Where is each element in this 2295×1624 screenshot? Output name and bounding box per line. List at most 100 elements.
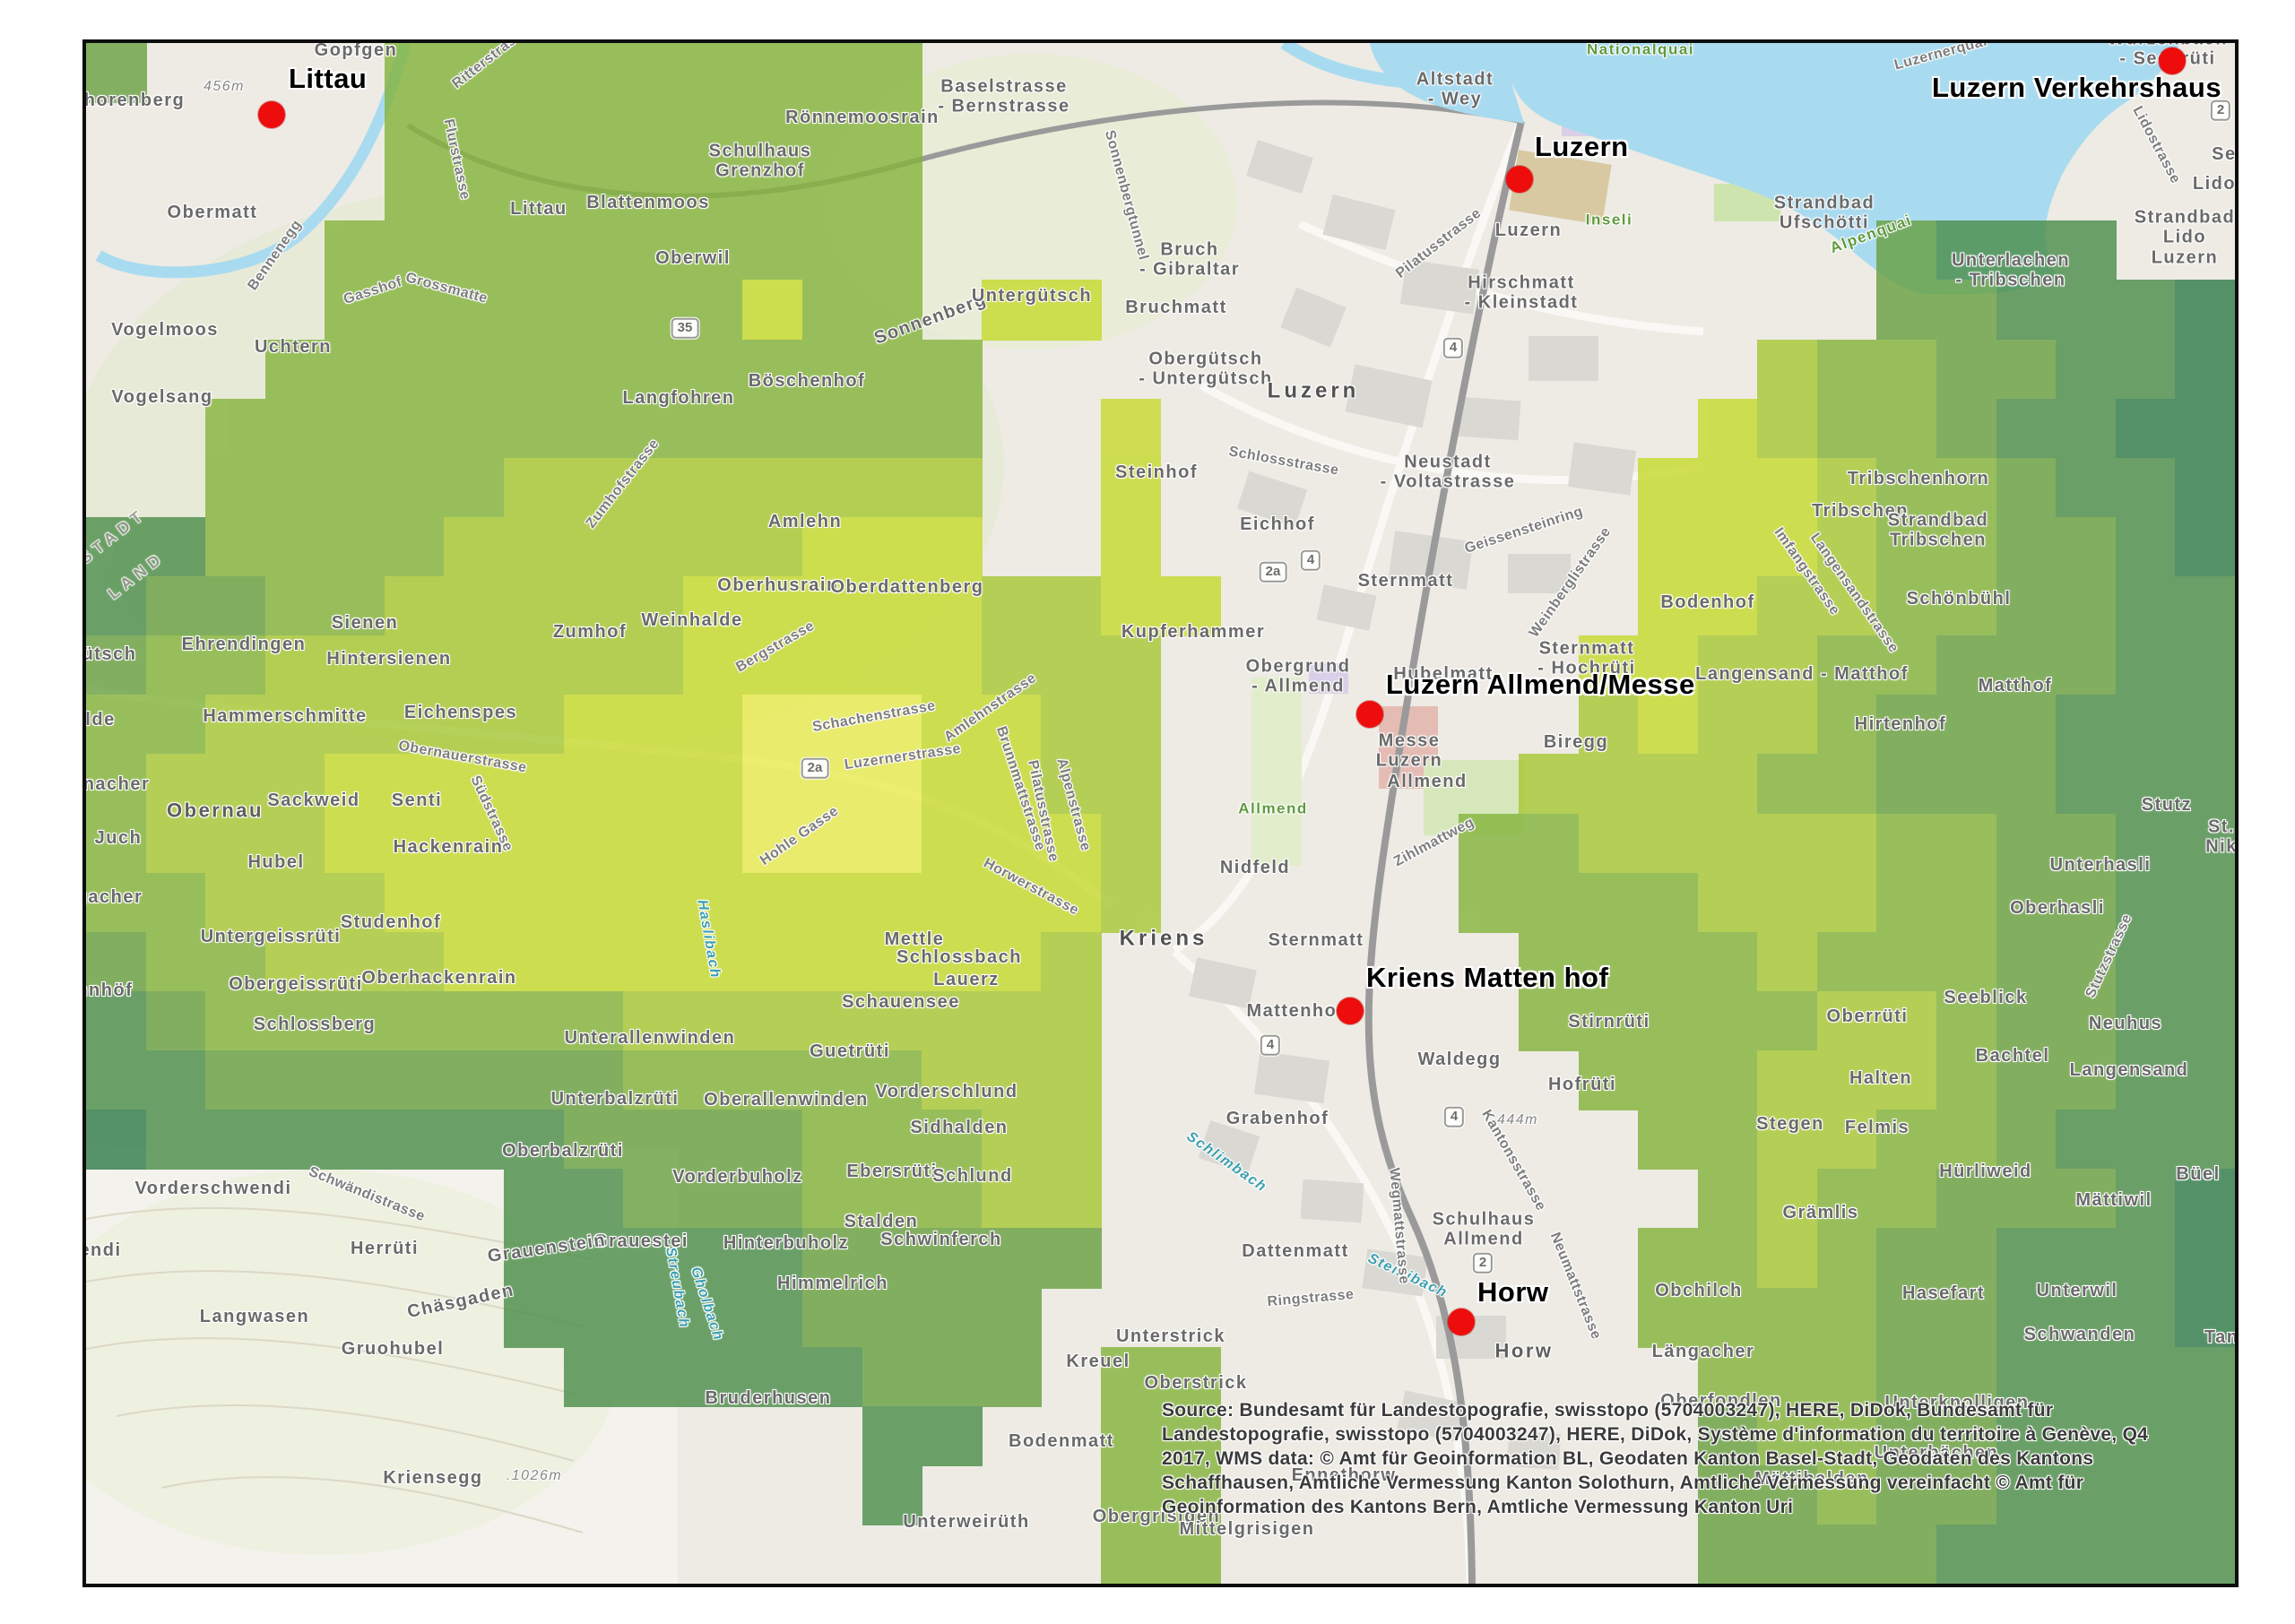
heat-cell bbox=[1876, 872, 1937, 933]
heat-cell bbox=[1100, 457, 1162, 518]
heat-cell bbox=[504, 872, 565, 933]
heat-cell bbox=[922, 1169, 983, 1230]
station-marker-luzern-allmend-messe[interactable] bbox=[1356, 701, 1383, 728]
place-label-nidfeld: Nidfeld bbox=[1219, 857, 1291, 877]
heat-cell bbox=[1876, 280, 1937, 341]
heat-cell bbox=[384, 813, 446, 874]
heat-cell bbox=[2115, 398, 2177, 459]
heat-cell bbox=[1160, 576, 1222, 637]
station-marker-luzern[interactable] bbox=[1506, 166, 1533, 193]
map-canvas[interactable]: Gopfgen horenberg 456m Obermatt Littau Blatte… bbox=[82, 39, 2239, 1587]
heat-cell bbox=[1638, 931, 1699, 992]
heat-cell bbox=[981, 754, 1043, 815]
heat-cell bbox=[444, 339, 506, 400]
station-label: Kriens Matten hof bbox=[1366, 962, 1609, 993]
heat-cell bbox=[623, 43, 684, 104]
heat-cell bbox=[1936, 990, 1997, 1052]
heat-cell bbox=[205, 576, 266, 637]
place-label-oberhusrain: Oberhusrain bbox=[717, 574, 839, 595]
route-shield-2: 2 bbox=[1472, 1252, 1494, 1274]
place-label-sackweid: Sackweid bbox=[267, 790, 360, 810]
heat-cell bbox=[801, 516, 863, 578]
heat-cell bbox=[444, 516, 506, 578]
station-marker-kriens-matten-hof[interactable] bbox=[1337, 998, 1364, 1024]
heat-cell bbox=[1100, 398, 1162, 459]
heat-cell bbox=[922, 990, 983, 1052]
heat-cell bbox=[1816, 1346, 1878, 1407]
station-marker-horw[interactable] bbox=[1448, 1309, 1475, 1335]
place-label-strandbad-tribschen: Strandbad Tribschen bbox=[1887, 510, 1989, 550]
heat-cell bbox=[742, 1287, 803, 1348]
place-label-obchilch: Obchilch bbox=[1655, 1280, 1743, 1300]
heat-cell bbox=[1936, 398, 1997, 459]
heat-cell bbox=[2115, 339, 2177, 400]
heat-cell bbox=[86, 813, 147, 874]
heat-cell bbox=[325, 457, 385, 518]
heat-cell bbox=[1100, 1346, 1162, 1407]
heat-cell bbox=[2175, 576, 2235, 637]
heat-cell bbox=[504, 457, 565, 518]
heat-cell bbox=[623, 457, 684, 518]
heat-cell bbox=[86, 516, 147, 578]
heat-cell bbox=[1697, 1464, 1759, 1525]
heat-cell bbox=[682, 516, 744, 578]
place-label-bruch-gibraltar: Bruch - Gibraltar bbox=[1139, 239, 1241, 280]
heat-cell bbox=[1996, 1464, 2057, 1525]
heat-cell bbox=[1816, 339, 1878, 400]
heat-cell bbox=[1638, 813, 1699, 874]
heat-cell bbox=[1757, 1228, 1818, 1289]
heat-cell bbox=[264, 398, 326, 459]
place-label-kriensegg: Kriensegg bbox=[383, 1467, 483, 1488]
place-label-messe-luzern: Messe Luzern bbox=[1375, 730, 1443, 771]
heat-cell bbox=[742, 102, 803, 163]
heat-cell bbox=[2175, 339, 2235, 400]
place-label-ütsch: ütsch bbox=[82, 644, 137, 664]
place-label-tribschenhorn: Tribschenhorn bbox=[1847, 468, 1990, 488]
heat-cell bbox=[862, 1346, 923, 1407]
heat-cell bbox=[1757, 635, 1818, 696]
route-shield-2a: 2a bbox=[801, 757, 829, 779]
heat-cell bbox=[325, 1110, 385, 1170]
heat-cell bbox=[325, 635, 385, 696]
heat-cell bbox=[1638, 990, 1699, 1052]
heat-cell bbox=[1996, 1110, 2057, 1170]
attribution-line: Landestopografie, swisstopo (5704003247)… bbox=[1162, 1424, 2149, 1445]
heat-cell bbox=[922, 576, 983, 637]
heat-cell bbox=[862, 161, 923, 222]
place-label-langfohren: Langfohren bbox=[622, 387, 735, 408]
place-label-himmelrich: Himmelrich bbox=[777, 1273, 888, 1293]
heat-cell bbox=[862, 102, 923, 163]
heat-cell bbox=[86, 1110, 147, 1170]
heat-cell bbox=[922, 1110, 983, 1170]
heat-cell bbox=[1816, 398, 1878, 459]
heat-cell bbox=[682, 1346, 744, 1407]
heat-cell bbox=[1697, 695, 1759, 756]
heat-cell bbox=[563, 1346, 625, 1407]
place-label-langensand-matthof: Langensand - Matthof bbox=[1695, 663, 1909, 684]
place-label-tann: Tann bbox=[2204, 1326, 2239, 1347]
heat-cell bbox=[264, 931, 326, 992]
place-label-rönnemoosrain: Rönnemoosrain bbox=[785, 107, 940, 127]
heat-cell bbox=[205, 813, 266, 874]
station-marker-littau[interactable] bbox=[258, 101, 285, 128]
heat-cell bbox=[1936, 1405, 1997, 1466]
heat-cell bbox=[922, 516, 983, 578]
heat-cell bbox=[1578, 635, 1640, 696]
station-label: Luzern Allmend/Messe bbox=[1386, 669, 1695, 700]
heat-cell bbox=[325, 339, 385, 400]
heat-cell bbox=[2175, 1169, 2235, 1230]
place-label-bruderhusen: Bruderhusen bbox=[705, 1387, 832, 1408]
heat-cell bbox=[444, 990, 506, 1052]
heat-cell bbox=[981, 1169, 1043, 1230]
station-marker-luzern-verkehrshaus[interactable] bbox=[2159, 48, 2186, 74]
heat-cell bbox=[801, 1169, 863, 1230]
heat-cell bbox=[325, 1050, 385, 1111]
heat-cell bbox=[2175, 1287, 2235, 1348]
heat-cell bbox=[742, 161, 803, 222]
heat-cell bbox=[1816, 1110, 1878, 1170]
heat-cell bbox=[563, 398, 625, 459]
heat-cell bbox=[682, 1287, 744, 1348]
heat-cell bbox=[504, 1169, 565, 1230]
heat-cell bbox=[2115, 1228, 2177, 1289]
place-label-hinterbuholz: Hinterbuholz bbox=[723, 1232, 850, 1253]
